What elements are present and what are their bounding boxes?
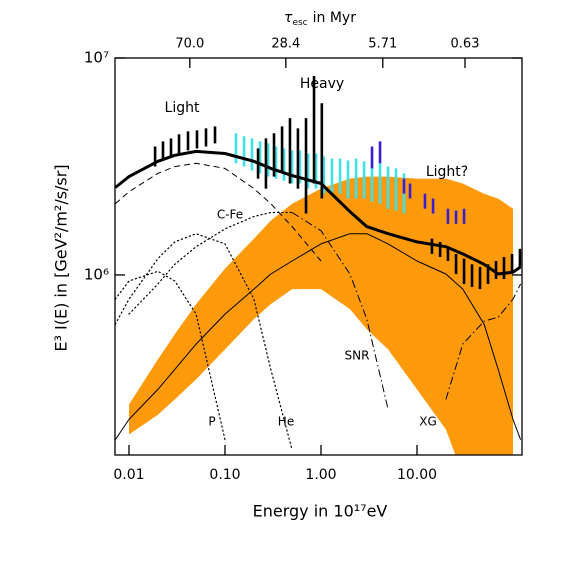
model-curve: [115, 149, 522, 276]
top-axis-subscript: esc: [292, 18, 307, 28]
plot-area: [115, 76, 522, 455]
model-curve: [445, 283, 522, 400]
model-curve: [115, 270, 226, 441]
annotation: Light?: [426, 164, 468, 180]
x-tick-label: 10.00: [397, 467, 437, 483]
top-axis-title: τesc in Myr: [284, 10, 356, 28]
top-tick-label: 0.63: [451, 37, 480, 52]
plot-frame: [114, 57, 523, 456]
y-tick-label: 10⁷: [84, 49, 109, 67]
top-tick-label: 70.0: [175, 37, 204, 52]
curve-label: C-Fe: [217, 208, 243, 222]
model-curve: [115, 233, 522, 440]
x-axis-title: Energy in 10¹⁷eV: [253, 502, 388, 521]
top-axis-unit: in Myr: [313, 10, 357, 26]
model-curve: [115, 233, 293, 451]
model-band: [129, 176, 513, 455]
annotation: Heavy: [300, 76, 344, 92]
curve-label: SNR: [345, 349, 370, 363]
x-tick-label: 0.01: [113, 467, 144, 483]
annotation: Light: [165, 100, 200, 116]
y-tick-label: 10⁶: [84, 265, 109, 283]
axes: 0.01 0.10 1.00 10.00 70.0 28.4 5.71 0.63 10⁶ 10⁷: [84, 37, 522, 483]
model-curve: [291, 212, 389, 410]
y-axis-title: E³ I(E) in [GeV²/m²/s/sr]: [52, 164, 71, 351]
top-axis-symbol: τ: [284, 10, 293, 26]
model-curve: [115, 162, 322, 262]
curve-label: He: [278, 415, 294, 429]
curve-label: P: [208, 415, 215, 429]
model-curve: [128, 211, 293, 315]
x-tick-label: 1.00: [305, 467, 336, 483]
curve-label: XG: [419, 415, 437, 429]
x-tick-label: 0.10: [209, 467, 240, 483]
top-tick-label: 28.4: [271, 37, 300, 52]
top-tick-label: 5.71: [368, 37, 397, 52]
